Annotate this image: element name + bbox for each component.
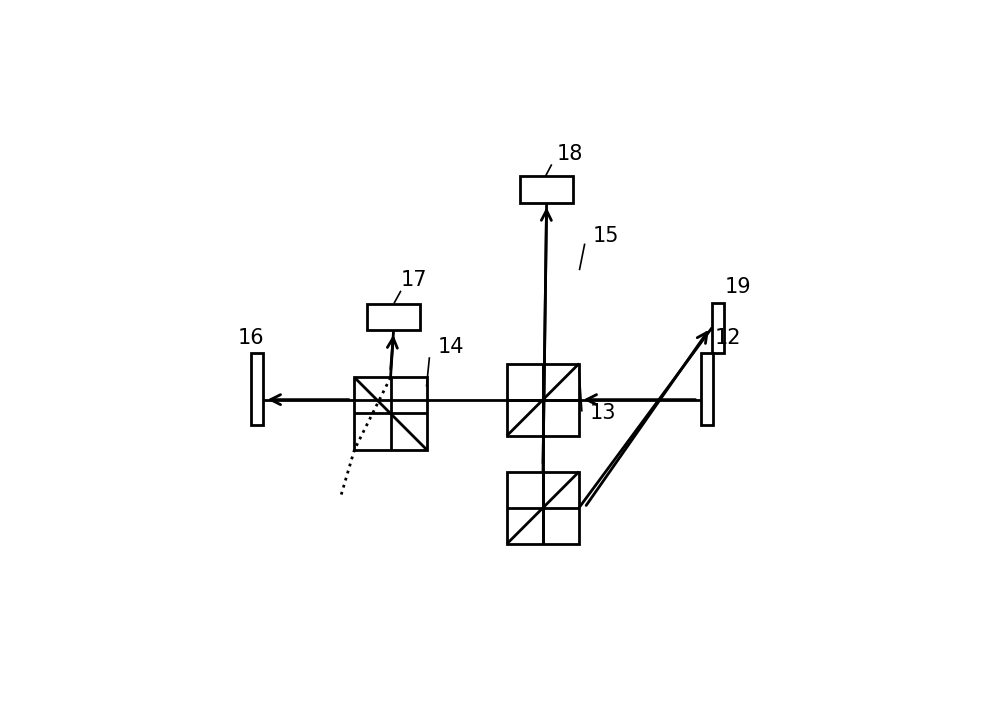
Bar — [507, 472, 579, 544]
Text: 19: 19 — [724, 277, 751, 297]
Bar — [520, 176, 573, 203]
Text: 18: 18 — [557, 143, 583, 163]
Bar — [507, 364, 579, 436]
Bar — [354, 377, 427, 449]
Text: 12: 12 — [714, 328, 741, 348]
Text: 17: 17 — [401, 270, 427, 290]
Bar — [367, 304, 420, 330]
Text: 15: 15 — [593, 225, 619, 246]
Bar — [701, 353, 713, 425]
Bar — [712, 302, 724, 353]
Text: 16: 16 — [238, 328, 265, 348]
Bar — [251, 353, 263, 425]
Text: 13: 13 — [590, 403, 617, 423]
Text: 14: 14 — [438, 336, 464, 356]
